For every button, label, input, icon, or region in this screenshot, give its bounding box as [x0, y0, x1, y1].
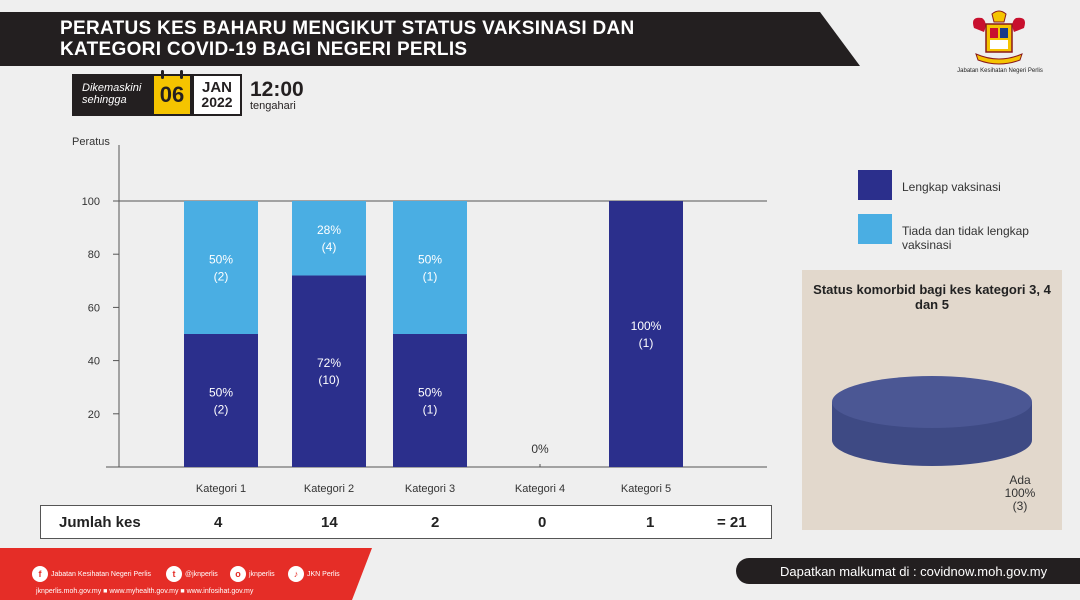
legend-label-incomplete: Tiada dan tidak lengkap vaksinasi: [902, 224, 1029, 252]
update-prefix: Dikemaskini sehingga: [72, 74, 152, 116]
bar-complete-1: [184, 334, 258, 467]
comorbid-panel: Status komorbid bagi kes kategori 3, 4 d…: [802, 270, 1062, 530]
bar-complete-5: [609, 201, 683, 467]
x-tick-label: Kategori 2: [304, 483, 354, 495]
legend-label-complete: Lengkap vaksinasi: [902, 180, 1001, 194]
pie-title: Status komorbid bagi kes kategori 3, 4 d…: [813, 282, 1051, 312]
total-kategori-4: 0: [538, 513, 547, 531]
calendar-day: 06: [152, 70, 192, 116]
social-instagram-label: jknperlis: [249, 570, 275, 578]
legend-item-incomplete: Tiada dan tidak lengkap vaksinasi: [858, 214, 1058, 252]
y-tick-label: 60: [88, 302, 100, 314]
social-tiktok-label: JKN Perlis: [307, 570, 340, 578]
data-count-complete: (1): [639, 336, 654, 350]
update-prefix-line2: sehingga: [82, 94, 127, 106]
social-facebook-label: Jabatan Kesihatan Negeri Perlis: [51, 570, 152, 578]
calendar-ring-icon: [180, 70, 183, 79]
title-banner: [0, 12, 860, 66]
x-tick-label: Kategori 5: [621, 483, 671, 495]
instagram-icon: o: [230, 566, 246, 582]
legend-swatch-incomplete: [858, 214, 892, 244]
title-line-1: PERATUS KES BAHARU MENGIKUT STATUS VAKSI…: [60, 18, 635, 39]
legend-swatch-complete: [858, 170, 892, 200]
info-link-text[interactable]: Dapatkan malkumat di : covidnow.moh.gov.…: [780, 563, 1048, 579]
calendar-month: JAN 2022: [192, 74, 242, 116]
total-kategori-5: 1: [646, 513, 655, 531]
pie-slice-label: Ada 100% (3): [990, 474, 1050, 513]
bar-complete-2: [292, 275, 366, 467]
calendar-ring-icon: [161, 70, 164, 79]
pie-slice-name: Ada: [1009, 473, 1031, 487]
data-count-complete: (10): [318, 373, 339, 387]
data-label-complete: 72%: [317, 356, 341, 370]
department-name: Jabatan Kesihatan Negeri Perlis: [957, 68, 1043, 74]
bar-complete-3: [393, 334, 467, 467]
data-label-complete: 50%: [418, 386, 442, 400]
update-date: Dikemaskini sehingga 06 JAN 2022 12:00 t…: [72, 70, 304, 116]
data-count-incomplete: (2): [214, 270, 229, 284]
data-label-complete: 100%: [631, 319, 662, 333]
time-note: tengahari: [250, 99, 296, 112]
pie-chart: [832, 376, 1032, 466]
social-tiktok[interactable]: ♪ JKN Perlis: [288, 566, 340, 582]
data-label-incomplete: 50%: [418, 253, 442, 267]
grand-total: = 21: [717, 513, 747, 531]
data-count-incomplete: (4): [322, 240, 337, 254]
year-value: 2022: [201, 94, 233, 110]
month-value: JAN: [201, 79, 232, 96]
data-count-complete: (2): [214, 403, 229, 417]
page-title: PERATUS KES BAHARU MENGIKUT STATUS VAKSI…: [60, 18, 635, 60]
totals-label: Jumlah kes: [59, 513, 141, 531]
pie-slice-count: (3): [1012, 499, 1028, 513]
total-kategori-3: 2: [431, 513, 440, 531]
data-label-complete: 50%: [209, 386, 233, 400]
day-value: 06: [159, 82, 185, 107]
info-link-bar[interactable]: Dapatkan malkumat di : covidnow.moh.gov.…: [736, 558, 1080, 584]
x-tick-label: Kategori 4: [515, 483, 565, 495]
bar-incomplete-2: [292, 201, 366, 276]
social-twitter-label: @jknperlis: [185, 570, 218, 578]
bar-incomplete-1: [184, 201, 258, 334]
bar-incomplete-3: [393, 201, 467, 334]
x-tick-label: Kategori 1: [196, 483, 246, 495]
malaysia-crest-logo: [973, 10, 1025, 65]
footer-social-bar: [0, 548, 372, 600]
chart-legend: Lengkap vaksinasi Tiada dan tidak lengka…: [858, 170, 1058, 266]
y-tick-label: 100: [82, 196, 100, 208]
tiktok-icon: ♪: [288, 566, 304, 582]
title-line-2: KATEGORI COVID-19 BAGI NEGERI PERLIS: [60, 39, 468, 60]
data-count-incomplete: (1): [423, 270, 438, 284]
update-time: 12:00 tengahari: [250, 74, 304, 116]
total-kategori-1: 4: [214, 513, 223, 531]
x-tick-label: Kategori 3: [405, 483, 455, 495]
pie-slice-ada: [832, 376, 1032, 428]
facebook-icon: f: [32, 566, 48, 582]
y-tick-label: 80: [88, 249, 100, 261]
update-prefix-line1: Dikemaskini: [82, 82, 142, 94]
twitter-icon: t: [166, 566, 182, 582]
social-facebook[interactable]: f Jabatan Kesihatan Negeri Perlis: [32, 566, 151, 582]
time-value: 12:00: [250, 77, 304, 101]
data-label-incomplete: 50%: [209, 253, 233, 267]
data-label-complete: 0%: [531, 442, 549, 456]
total-kategori-2: 14: [321, 513, 338, 531]
totals-row: Jumlah kes 4 14 2 0 1 = 21: [40, 505, 772, 539]
y-tick-label: 20: [88, 409, 100, 421]
pie-slice-percent: 100%: [1004, 486, 1036, 500]
bar-chart: Peratus 20 40 60 80 100 Kategori 1 50% (2) 50% (2)…: [72, 136, 767, 495]
social-instagram[interactable]: o jknperlis: [230, 566, 275, 582]
y-tick-label: 40: [88, 356, 100, 368]
data-count-complete: (1): [423, 403, 438, 417]
legend-item-complete: Lengkap vaksinasi: [858, 170, 1058, 200]
website-links[interactable]: jknperlis.moh.gov.my ■ www.myhealth.gov.…: [36, 588, 254, 595]
social-twitter[interactable]: t @jknperlis: [166, 566, 218, 582]
data-label-incomplete: 28%: [317, 223, 341, 237]
y-axis-label: Peratus: [72, 136, 110, 148]
